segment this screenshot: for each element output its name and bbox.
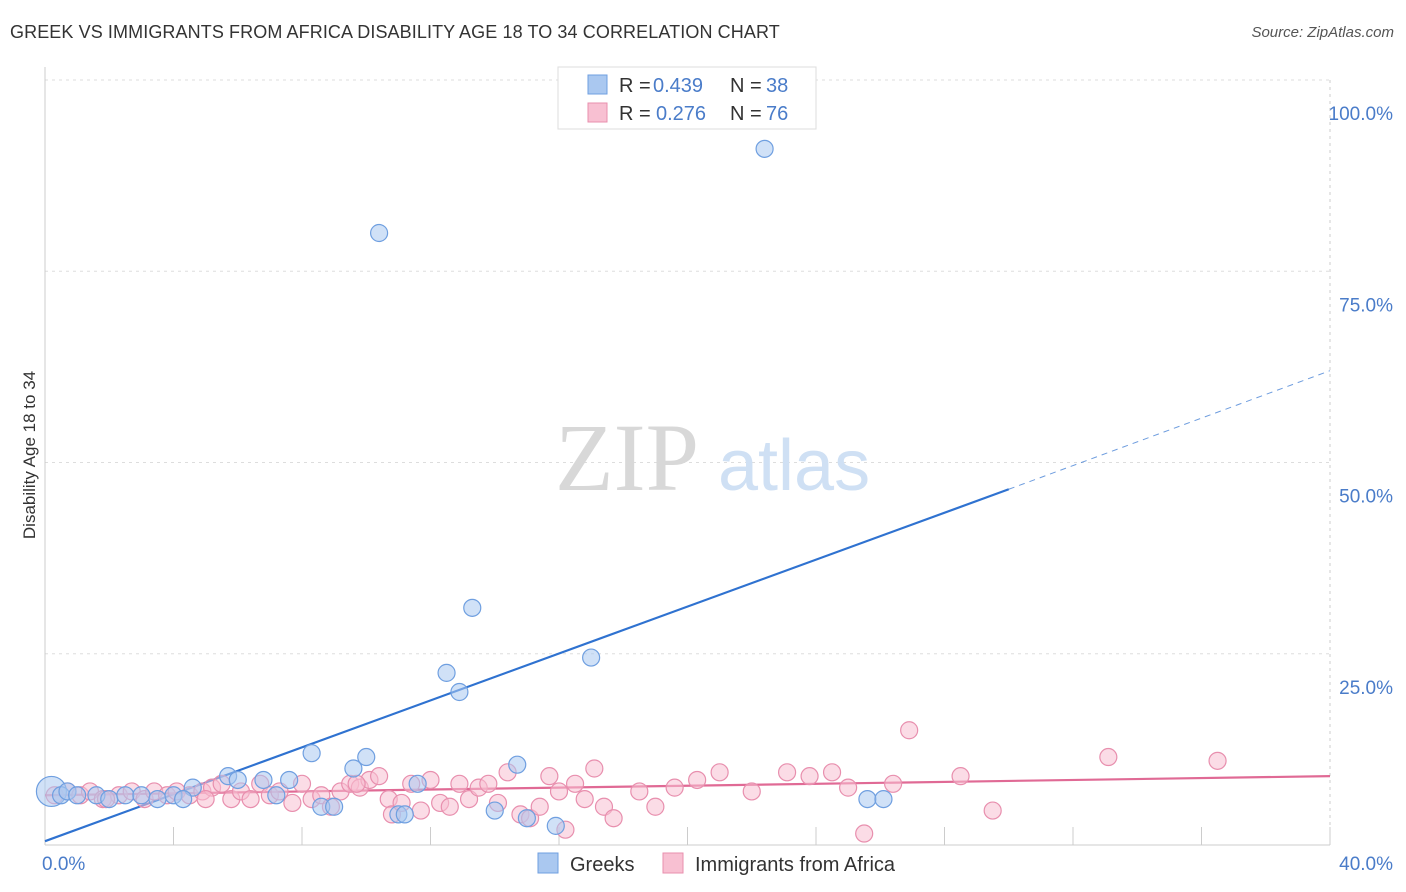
chart-source: Source: ZipAtlas.com <box>1251 24 1394 41</box>
series-legend: Greeks Immigrants from Africa <box>537 852 896 876</box>
series-legend-label-greeks: Greeks <box>570 854 634 876</box>
greeks-point-28 <box>508 755 527 774</box>
x-tick-label-0: 0.0% <box>42 854 85 875</box>
africa-point-17 <box>241 789 260 809</box>
y-tick-label-0: 25.0% <box>1339 678 1393 699</box>
greeks-point-3 <box>68 786 87 805</box>
africa-point-67 <box>883 774 903 793</box>
africa-point-69 <box>951 767 970 786</box>
africa-point-58 <box>665 778 684 797</box>
data-points <box>35 70 1227 843</box>
greeks-point-20 <box>370 223 389 243</box>
greeks-point-16 <box>302 744 321 763</box>
greeks-point-7 <box>132 786 151 805</box>
africa-point-30 <box>370 767 389 786</box>
watermark-atlas: atlas <box>718 426 870 506</box>
africa-point-75 <box>347 774 366 793</box>
africa-point-70 <box>983 801 1002 820</box>
africa-point-21 <box>283 793 302 813</box>
watermark: ZIP atlas <box>555 404 870 511</box>
africa-point-39 <box>450 774 469 793</box>
africa-point-55 <box>604 809 623 828</box>
africa-point-62 <box>777 763 797 782</box>
africa-point-64 <box>822 763 842 782</box>
y-axis-title: Disability Age 18 to 34 <box>20 371 39 539</box>
africa-point-48 <box>540 767 559 786</box>
series-legend-label-africa: Immigrants from Africa <box>695 854 896 876</box>
y-tick-label-3: 100.0% <box>1329 104 1394 125</box>
africa-point-65 <box>839 778 858 797</box>
stats-legend: R = 0.439 N = 38 R = 0.276 N = 76 <box>557 66 817 130</box>
africa-point-63 <box>800 767 819 786</box>
greeks-point-13 <box>254 770 273 790</box>
legend-n-value-africa: 76 <box>766 103 788 125</box>
greeks-point-25 <box>450 682 469 702</box>
africa-point-72 <box>1208 751 1227 770</box>
africa-point-52 <box>575 789 594 809</box>
africa-point-60 <box>710 763 729 782</box>
legend-swatch-greeks <box>587 74 608 95</box>
africa-point-47 <box>530 797 549 816</box>
series-legend-swatch-africa <box>662 852 684 874</box>
greeks-point-14 <box>267 786 286 805</box>
grid <box>45 79 1330 655</box>
africa-point-57 <box>646 797 665 816</box>
greeks-point-23 <box>408 774 427 793</box>
greeks-point-26 <box>463 598 482 617</box>
africa-point-61 <box>742 782 761 801</box>
tick-labels: 25.0% 50.0% 75.0% 100.0% 0.0% 40.0% <box>42 104 1393 875</box>
greeks-point-32 <box>755 139 774 158</box>
greeks-point-18 <box>344 759 363 778</box>
chart-title: GREEK VS IMMIGRANTS FROM AFRICA DISABILI… <box>10 22 780 42</box>
greeks-point-22 <box>395 805 414 824</box>
africa-point-59 <box>688 770 707 790</box>
legend-r-label-greeks: R = <box>619 75 651 97</box>
greeks-point-34 <box>858 789 877 809</box>
greeks-point-24 <box>437 663 456 682</box>
greeks-point-8 <box>148 789 167 809</box>
greeks-point-36 <box>325 797 344 816</box>
legend-n-label-greeks: N = <box>730 75 762 97</box>
x-tick-label-1: 40.0% <box>1339 854 1393 875</box>
greeks-trend-extension <box>1008 370 1331 490</box>
greeks-point-6 <box>116 786 135 805</box>
greeks-point-27 <box>485 801 504 820</box>
africa-point-74 <box>196 789 215 809</box>
africa-point-42 <box>479 774 498 793</box>
legend-r-value-africa: 0.276 <box>656 103 706 125</box>
greeks-point-12 <box>228 770 247 790</box>
africa-point-68 <box>900 721 919 740</box>
africa-point-51 <box>565 774 585 793</box>
africa-point-35 <box>411 801 430 820</box>
y-tick-label-2: 75.0% <box>1339 295 1393 316</box>
greeks-point-19 <box>357 747 376 767</box>
greeks-point-15 <box>280 770 299 790</box>
greeks-point-29 <box>517 809 536 828</box>
legend-r-label-africa: R = <box>619 103 651 125</box>
africa-point-66 <box>855 824 874 843</box>
legend-n-label-africa: N = <box>730 103 762 125</box>
legend-swatch-africa <box>587 102 608 123</box>
greeks-point-30 <box>546 816 565 835</box>
greeks-point-5 <box>100 789 119 809</box>
africa-point-56 <box>630 782 649 801</box>
series-legend-swatch-greeks <box>537 852 559 874</box>
africa-point-38 <box>440 797 459 816</box>
legend-r-value-greeks: 0.439 <box>653 75 703 97</box>
watermark-zip: ZIP <box>555 404 699 511</box>
greeks-point-31 <box>582 648 601 667</box>
axes <box>44 67 1331 846</box>
africa-point-53 <box>585 759 604 778</box>
greeks-point-37 <box>174 789 193 809</box>
africa-point-71 <box>1099 747 1118 767</box>
greeks-point-35 <box>874 789 893 809</box>
y-tick-label-1: 50.0% <box>1339 487 1393 508</box>
legend-n-value-greeks: 38 <box>766 75 788 97</box>
africa-point-49 <box>549 782 569 801</box>
